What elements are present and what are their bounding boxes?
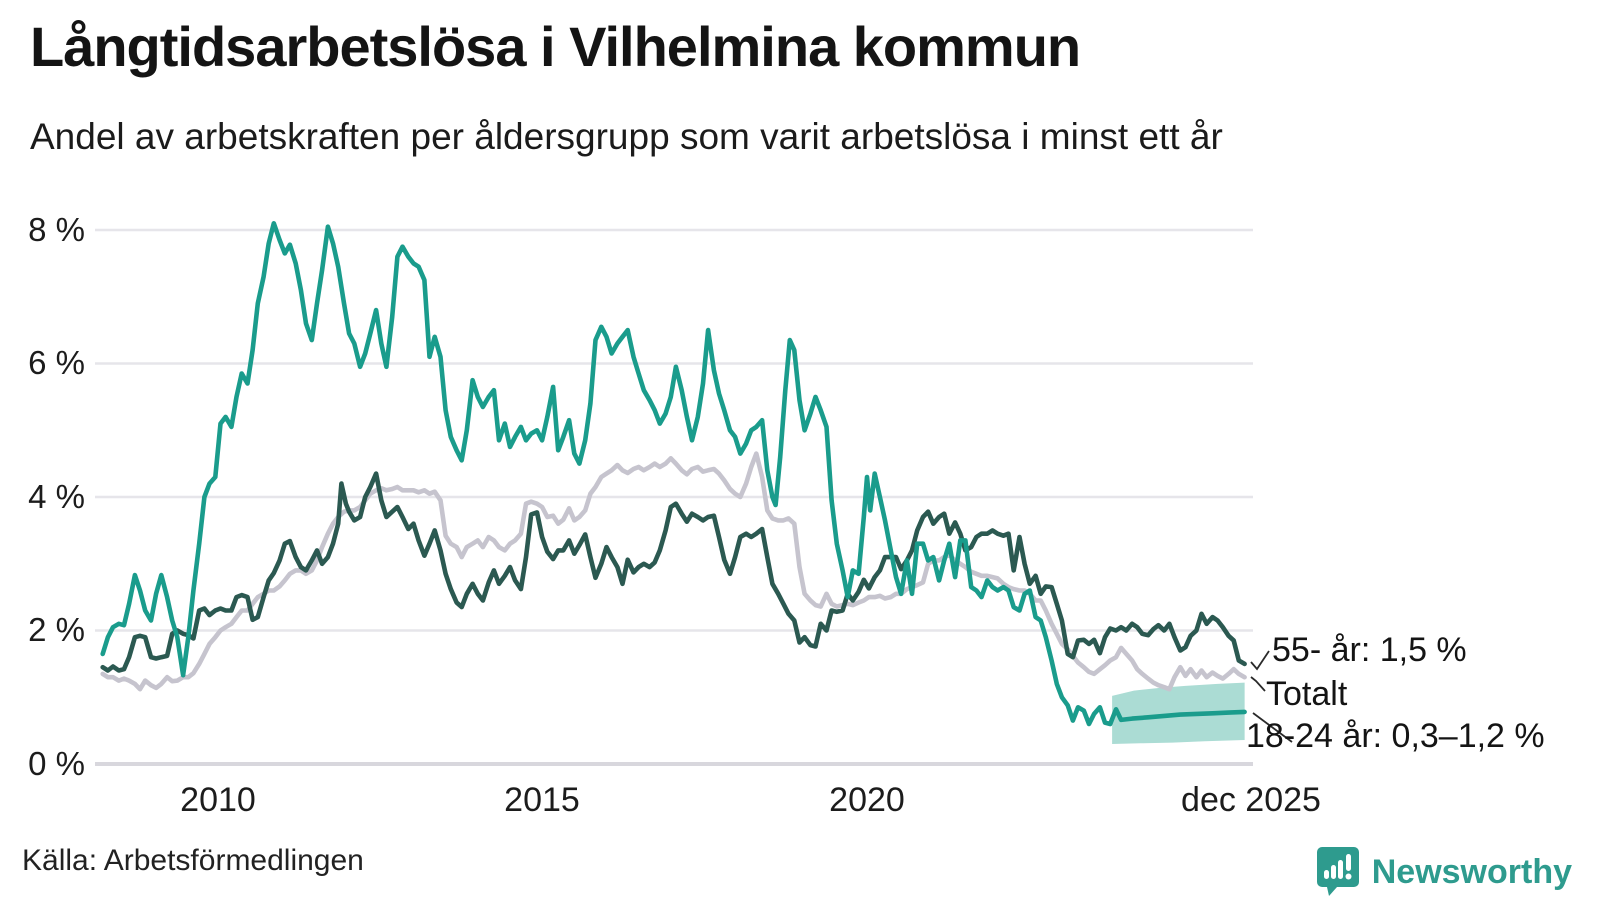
newsworthy-wordmark: Newsworthy	[1371, 852, 1572, 891]
series-lines	[100, 221, 1247, 727]
annotation-18-24-ar: 18-24 år: 0,3–1,2 %	[1246, 717, 1545, 755]
x-tick-2010: 2010	[180, 781, 256, 819]
x-tick-dec-2025: dec 2025	[1181, 781, 1321, 819]
chart-subtitle: Andel av arbetskraften per åldersgrupp s…	[30, 116, 1223, 157]
leader-totalt-icon	[1250, 676, 1266, 692]
annotation-leader-lines	[1250, 650, 1293, 743]
series-line-18-24-r	[100, 221, 1247, 727]
newsworthy-bubble-icon	[1316, 847, 1359, 896]
series-line-55-r	[100, 471, 1247, 673]
y-tick-2: 2 %	[28, 611, 85, 648]
annotation-totalt: Totalt	[1266, 675, 1348, 713]
x-tick-2015: 2015	[504, 781, 580, 819]
leader-55-icon	[1250, 650, 1270, 671]
source-label: Källa: Arbetsförmedlingen	[22, 844, 364, 877]
y-tick-6: 6 %	[28, 344, 85, 381]
newsworthy-logo: Newsworthy	[1316, 846, 1572, 898]
y-tick-8: 8 %	[28, 211, 85, 248]
y-tick-4: 4 %	[28, 478, 85, 515]
annotation-55-ar: 55- år: 1,5 %	[1272, 631, 1467, 669]
y-tick-0: 0 %	[28, 745, 85, 782]
series-line-totalt	[100, 451, 1247, 692]
gridlines	[95, 228, 1253, 766]
x-tick-2020: 2020	[829, 781, 905, 819]
page-title: Långtidsarbetslösa i Vilhelmina kommun	[30, 15, 1081, 78]
leader-18-24-icon	[1252, 712, 1293, 743]
